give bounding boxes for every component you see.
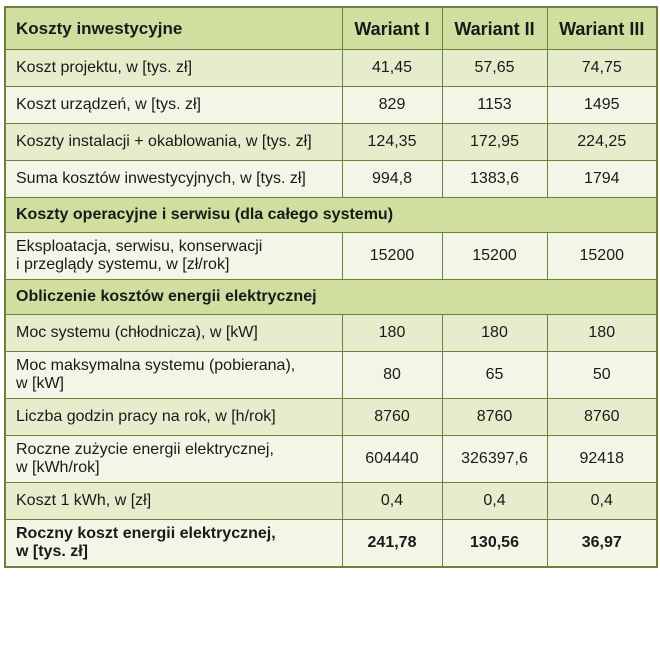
cell-variant-1: 8760 — [341, 398, 443, 436]
cell-variant-1: 124,35 — [341, 123, 443, 161]
cell-variant-1: 41,45 — [341, 49, 443, 87]
row-label: Suma kosztów inwestycyjnych, w [tys. zł] — [4, 160, 343, 198]
table-row: Eksploatacja, serwisu, konserwacji i prze… — [4, 232, 658, 280]
cell-variant-3: 74,75 — [546, 49, 658, 87]
cell-variant-3: 1794 — [546, 160, 658, 198]
row-label: Eksploatacja, serwisu, konserwacji i prze… — [4, 232, 343, 280]
cell-variant-2: 0,4 — [441, 482, 548, 520]
cell-variant-1: 241,78 — [341, 519, 443, 568]
header-variant-2: Wariant II — [441, 6, 548, 50]
row-label: Moc systemu (chłodnicza), w [kW] — [4, 314, 343, 352]
row-label-line-2: w [kW] — [16, 375, 64, 392]
table-row: Koszt urządzeń, w [tys. zł] 829 1153 149… — [4, 86, 658, 124]
section-title-energy: Obliczenie kosztów energii elektrycznej — [4, 279, 658, 315]
table-row: Moc systemu (chłodnicza), w [kW] 180 180… — [4, 314, 658, 352]
row-label-line-2: w [tys. zł] — [16, 543, 89, 560]
cell-variant-2: 326397,6 — [441, 435, 548, 483]
table-row: Roczny koszt energii elektrycznej, w [tys… — [4, 519, 658, 568]
cell-variant-3: 180 — [546, 314, 658, 352]
cell-variant-1: 180 — [341, 314, 443, 352]
cell-variant-3: 50 — [546, 351, 658, 399]
section-header-row: Koszty operacyjne i serwisu (dla całego … — [4, 197, 658, 233]
cell-variant-1: 829 — [341, 86, 443, 124]
row-label: Koszt 1 kWh, w [zł] — [4, 482, 343, 520]
cell-variant-1: 0,4 — [341, 482, 443, 520]
row-label-line-1: Moc maksymalna systemu (pobierana), — [16, 357, 296, 374]
cell-variant-3: 15200 — [546, 232, 658, 280]
cell-variant-1: 604440 — [341, 435, 443, 483]
cell-variant-2: 172,95 — [441, 123, 548, 161]
table-row: Koszt projektu, w [tys. zł] 41,45 57,65 … — [4, 49, 658, 87]
row-label-line-1: Eksploatacja, serwisu, konserwacji — [16, 238, 263, 255]
cell-variant-3: 224,25 — [546, 123, 658, 161]
cell-variant-3: 36,97 — [546, 519, 658, 568]
cost-comparison-table: Koszty inwestycyjne Wariant I Wariant II… — [4, 6, 658, 568]
cell-variant-3: 0,4 — [546, 482, 658, 520]
row-label-line-1: Roczny koszt energii elektrycznej, — [16, 525, 276, 542]
row-label: Moc maksymalna systemu (pobierana), w [kW… — [4, 351, 343, 399]
cell-variant-2: 65 — [441, 351, 548, 399]
header-label: Koszty inwestycyjne — [4, 6, 343, 50]
row-label: Roczny koszt energii elektrycznej, w [tys… — [4, 519, 343, 568]
table-row: Liczba godzin pracy na rok, w [h/rok] 87… — [4, 398, 658, 436]
cell-variant-2: 1153 — [441, 86, 548, 124]
cell-variant-2: 15200 — [441, 232, 548, 280]
cell-variant-2: 57,65 — [441, 49, 548, 87]
cell-variant-1: 15200 — [341, 232, 443, 280]
table-row: Koszt 1 kWh, w [zł] 0,4 0,4 0,4 — [4, 482, 658, 520]
row-label: Roczne zużycie energii elektrycznej, w [k… — [4, 435, 343, 483]
table-row: Roczne zużycie energii elektrycznej, w [k… — [4, 435, 658, 483]
header-variant-1: Wariant I — [341, 6, 443, 50]
row-label: Koszt urządzeń, w [tys. zł] — [4, 86, 343, 124]
cell-variant-3: 8760 — [546, 398, 658, 436]
row-label: Koszty instalacji + okablowania, w [tys.… — [4, 123, 343, 161]
cell-variant-2: 8760 — [441, 398, 548, 436]
cell-variant-3: 92418 — [546, 435, 658, 483]
row-label-line-2: w [kWh/rok] — [16, 459, 100, 476]
header-variant-3: Wariant III — [546, 6, 658, 50]
table-row: Moc maksymalna systemu (pobierana), w [kW… — [4, 351, 658, 399]
table-row: Koszty instalacji + okablowania, w [tys.… — [4, 123, 658, 161]
cell-variant-2: 180 — [441, 314, 548, 352]
cost-comparison-table-container: Koszty inwestycyjne Wariant I Wariant II… — [4, 6, 658, 646]
row-label: Liczba godzin pracy na rok, w [h/rok] — [4, 398, 343, 436]
cell-variant-1: 80 — [341, 351, 443, 399]
cell-variant-2: 1383,6 — [441, 160, 548, 198]
cell-variant-1: 994,8 — [341, 160, 443, 198]
cell-variant-2: 130,56 — [441, 519, 548, 568]
table-header-row: Koszty inwestycyjne Wariant I Wariant II… — [4, 6, 658, 50]
row-label: Koszt projektu, w [tys. zł] — [4, 49, 343, 87]
section-header-row: Obliczenie kosztów energii elektrycznej — [4, 279, 658, 315]
row-label-line-1: Roczne zużycie energii elektrycznej, — [16, 441, 274, 458]
row-label-line-2: i przeglądy systemu, w [zł/rok] — [16, 256, 230, 273]
section-title-operating: Koszty operacyjne i serwisu (dla całego … — [4, 197, 658, 233]
cell-variant-3: 1495 — [546, 86, 658, 124]
table-row: Suma kosztów inwestycyjnych, w [tys. zł]… — [4, 160, 658, 198]
